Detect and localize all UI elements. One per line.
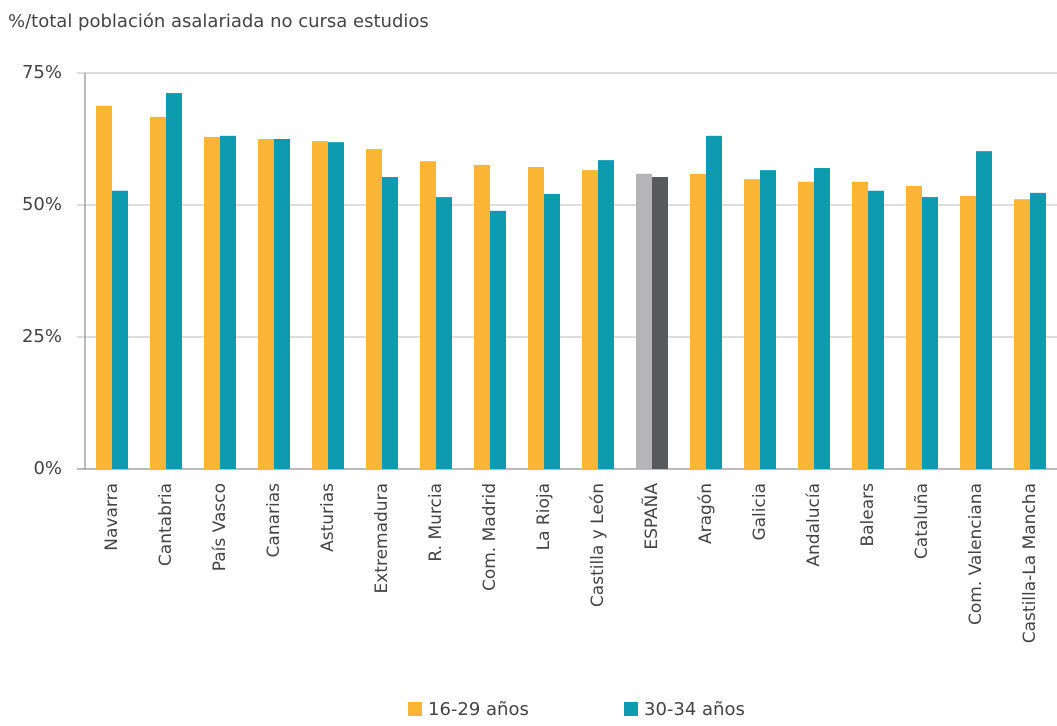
bar (204, 136, 220, 469)
x-tick-label: Com. Valenciana (966, 483, 986, 625)
x-tick-label: Aragón (696, 483, 716, 544)
bar (474, 164, 490, 469)
bar (598, 160, 614, 469)
bar (922, 197, 938, 469)
x-tick-label: Navarra (102, 483, 122, 551)
bar (112, 190, 128, 469)
legend-swatch (408, 702, 422, 716)
bar (636, 173, 652, 469)
bar (220, 135, 236, 469)
bar (420, 161, 436, 469)
bar (150, 116, 166, 469)
bar (274, 139, 290, 469)
bar (690, 173, 706, 469)
chart-title: %/total población asalariada no cursa es… (8, 11, 429, 32)
x-tick-label: Castilla y León (588, 483, 608, 607)
bar (852, 181, 868, 469)
bar (1014, 199, 1030, 469)
y-tick-label: 25% (22, 326, 62, 347)
x-tick-label: ESPAÑA (640, 483, 662, 550)
bar (96, 105, 112, 470)
bar (960, 196, 976, 470)
bar (976, 151, 992, 470)
bar (868, 190, 884, 469)
bar (760, 170, 776, 470)
x-tick-label: Galicia (750, 483, 770, 541)
x-tick-label: R. Murcia (426, 483, 446, 562)
bar (582, 170, 598, 470)
bar (312, 141, 328, 469)
bar (798, 181, 814, 469)
bar (490, 210, 506, 470)
x-tick-label: Cantabria (156, 483, 176, 566)
x-tick-label: La Rioja (534, 483, 554, 550)
x-tick-label: Canarias (264, 483, 284, 558)
bar (906, 185, 922, 469)
bar (1030, 192, 1046, 469)
bar (528, 166, 544, 469)
y-tick-label: 50% (22, 194, 62, 215)
y-tick-label: 0% (33, 458, 62, 479)
y-tick-label: 75% (22, 62, 62, 83)
bar (328, 142, 344, 469)
bar (166, 93, 182, 470)
bar (814, 168, 830, 470)
x-tick-label: País Vasco (210, 483, 230, 571)
x-tick-label: Asturias (318, 483, 338, 552)
x-tick-label: Castilla-La Mancha (1020, 483, 1040, 643)
x-tick-label: Cataluña (912, 483, 932, 559)
bar (436, 197, 452, 469)
legend-swatch (624, 702, 638, 716)
x-tick-label: Andalucía (804, 483, 824, 567)
bar (382, 177, 398, 470)
bar (544, 193, 560, 470)
x-tick-label: Extremadura (372, 483, 392, 594)
legend-label: 16-29 años (428, 699, 529, 720)
bar (366, 149, 382, 470)
x-tick-label: Balears (858, 483, 878, 547)
legend-label: 30-34 años (644, 699, 745, 720)
bar (744, 179, 760, 470)
bar (706, 135, 722, 469)
x-tick-label: Com. Madrid (480, 483, 500, 591)
bar (652, 177, 668, 470)
bar (258, 139, 274, 469)
